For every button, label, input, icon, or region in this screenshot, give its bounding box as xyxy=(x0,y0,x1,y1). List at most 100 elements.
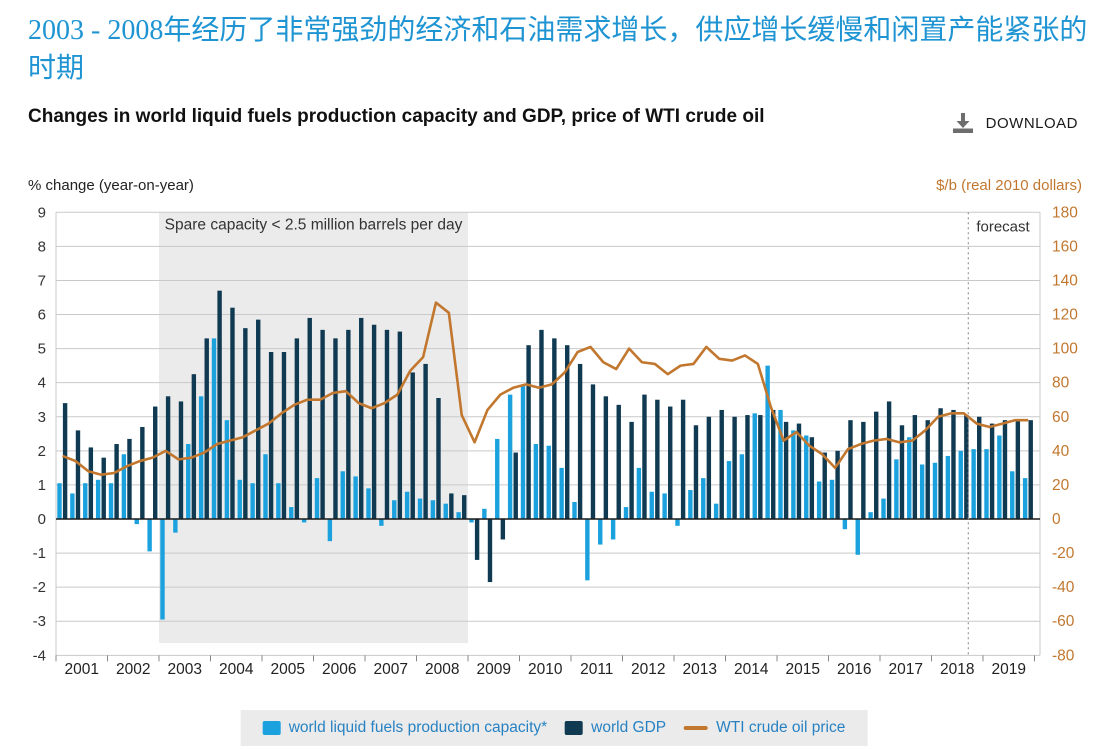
capacity-bar xyxy=(263,454,268,519)
gdp-bar xyxy=(165,396,171,519)
gdp-bar xyxy=(912,415,918,519)
legend-item-wti: WTI crude oil price xyxy=(684,719,845,737)
gdp-bar xyxy=(449,493,454,519)
gdp-bar xyxy=(500,519,506,540)
capacity-bar xyxy=(237,479,242,519)
left-axis-tick-label: 2 xyxy=(38,443,46,460)
x-axis-year-label: 2016 xyxy=(837,661,871,678)
gdp-bar xyxy=(307,317,312,519)
gdp-bar xyxy=(281,352,287,519)
capacity-bar xyxy=(546,445,551,519)
gdp-bar xyxy=(655,399,660,519)
gdp-bar xyxy=(256,319,261,519)
capacity-bar xyxy=(430,500,436,519)
x-axis-year-label: 2010 xyxy=(528,661,563,678)
gdp-bar xyxy=(474,519,480,560)
gdp-bar xyxy=(1002,420,1008,519)
gdp-bar xyxy=(268,352,274,519)
right-axis-tick-label: 160 xyxy=(1052,238,1078,255)
download-button[interactable]: DOWNLOAD xyxy=(951,113,1078,134)
capacity-bar xyxy=(95,479,101,519)
x-axis-year-label: 2001 xyxy=(65,661,99,678)
gdp-bar xyxy=(796,423,802,519)
capacity-bar xyxy=(366,488,371,519)
legend-label-gdp: world GDP xyxy=(591,719,667,736)
capacity-bar xyxy=(778,409,783,519)
left-axis-tick-label: 7 xyxy=(38,272,46,289)
left-axis-tick-label: 1 xyxy=(38,477,46,494)
capacity-bar xyxy=(224,420,230,519)
capacity-bar xyxy=(83,483,88,519)
capacity-bar xyxy=(945,455,951,519)
gdp-bar xyxy=(874,411,879,519)
capacity-bar xyxy=(289,507,294,519)
gdp-bar xyxy=(977,416,982,519)
left-axis-caption: % change (year-on-year) xyxy=(28,177,194,194)
gdp-bar xyxy=(230,307,235,519)
capacity-bar xyxy=(713,503,719,519)
x-axis-year-label: 2005 xyxy=(271,661,305,678)
gdp-bar xyxy=(371,324,377,519)
capacity-bar xyxy=(816,481,822,519)
capacity-bar xyxy=(984,449,989,519)
capacity-bar xyxy=(340,471,345,519)
capacity-bar xyxy=(636,467,642,519)
capacity-bar xyxy=(327,519,333,542)
gdp-bar xyxy=(590,384,596,519)
download-icon xyxy=(951,113,975,134)
right-axis-tick-label: -60 xyxy=(1052,613,1075,630)
gdp-bar xyxy=(487,519,493,583)
gdp-bar xyxy=(526,345,531,519)
gdp-bar xyxy=(861,421,866,519)
x-axis-year-label: 2004 xyxy=(219,661,254,678)
capacity-bar xyxy=(1022,478,1028,519)
gdp-bar xyxy=(127,438,132,519)
left-axis-tick-label: 4 xyxy=(38,375,46,392)
capacity-bar xyxy=(198,396,204,519)
capacity-bar xyxy=(173,519,178,533)
gdp-bar xyxy=(835,450,840,519)
legend-item-capacity: world liquid fuels production capacity* xyxy=(262,719,547,737)
gdp-swatch-icon xyxy=(565,721,584,735)
capacity-bar xyxy=(907,437,912,519)
forecast-label: forecast xyxy=(976,218,1030,235)
capacity-bar xyxy=(726,461,732,519)
gdp-bar xyxy=(1028,420,1033,519)
left-axis-tick-label: -1 xyxy=(33,545,46,562)
capacity-bar xyxy=(147,519,152,552)
capacity-bar xyxy=(804,435,809,519)
capacity-bar xyxy=(739,454,745,519)
gdp-bar xyxy=(642,394,647,519)
capacity-bar xyxy=(958,450,963,519)
gdp-bar xyxy=(346,329,351,519)
gdp-bar xyxy=(75,430,81,519)
gdp-bar xyxy=(809,437,815,519)
gdp-bar xyxy=(603,396,609,519)
capacity-bar xyxy=(70,493,75,519)
gdp-bar xyxy=(745,415,750,519)
gdp-bar xyxy=(114,444,119,519)
gdp-bar xyxy=(191,374,197,519)
gdp-bar xyxy=(243,328,248,519)
right-axis-tick-label: 20 xyxy=(1052,477,1070,494)
capacity-bar xyxy=(57,483,62,519)
capacity-bar xyxy=(121,454,127,519)
right-axis-tick-label: -80 xyxy=(1052,647,1075,664)
gdp-bar xyxy=(333,338,338,519)
capacity-bar xyxy=(314,478,320,519)
gdp-bar xyxy=(732,416,737,519)
capacity-bar xyxy=(1010,471,1015,519)
gdp-bar xyxy=(938,408,943,519)
gdp-bar xyxy=(886,401,892,519)
gdp-bar xyxy=(88,447,94,519)
right-axis-tick-label: 120 xyxy=(1052,307,1078,324)
gdp-bar xyxy=(359,317,364,519)
gdp-bar xyxy=(153,406,158,519)
capacity-bar xyxy=(443,503,448,519)
left-axis-tick-label: 9 xyxy=(38,204,46,221)
legend-label-wti: WTI crude oil price xyxy=(716,719,846,736)
capacity-bar xyxy=(623,507,629,519)
x-axis-year-label: 2009 xyxy=(477,661,511,678)
right-axis-tick-label: 60 xyxy=(1052,409,1070,426)
